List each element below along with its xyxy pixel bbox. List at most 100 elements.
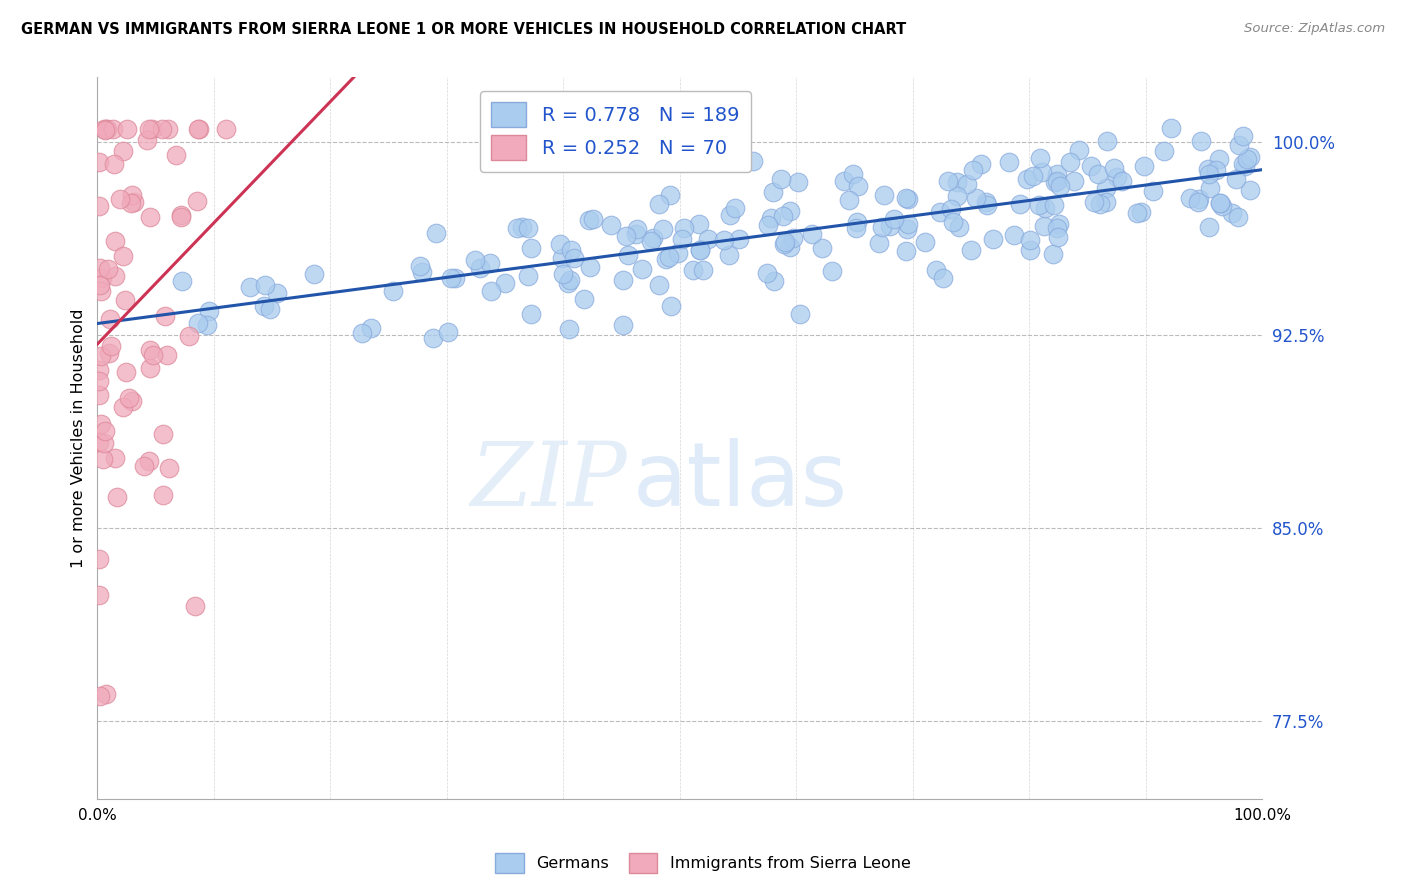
Point: [1031, 164, 1053, 178]
Point: [648, 196, 671, 211]
Point: [1094, 181, 1116, 195]
Point: [557, 277, 579, 291]
Point: [121, 188, 143, 202]
Point: [557, 322, 579, 336]
Point: [1142, 184, 1164, 198]
Point: [626, 222, 648, 236]
Point: [789, 307, 811, 321]
Point: [1047, 217, 1070, 231]
Point: [929, 204, 952, 219]
Point: [87, 435, 110, 450]
Point: [624, 227, 647, 242]
Point: [104, 269, 127, 284]
Point: [558, 273, 581, 287]
Point: [135, 133, 157, 147]
Point: [112, 400, 135, 414]
Point: [141, 122, 163, 136]
Point: [94, 123, 117, 137]
Point: [762, 185, 785, 199]
Point: [411, 264, 433, 278]
Point: [110, 192, 132, 206]
Text: GERMAN VS IMMIGRANTS FROM SIERRA LEONE 1 OR MORE VEHICLES IN HOUSEHOLD CORRELATI: GERMAN VS IMMIGRANTS FROM SIERRA LEONE 1…: [21, 22, 907, 37]
Point: [640, 234, 662, 248]
Point: [655, 252, 678, 267]
Point: [894, 244, 917, 259]
Point: [1111, 174, 1133, 188]
Point: [1130, 204, 1153, 219]
Point: [93, 436, 115, 450]
Point: [1205, 163, 1227, 178]
Point: [1033, 219, 1056, 233]
Point: [897, 192, 920, 206]
Point: [1239, 150, 1261, 164]
Point: [440, 270, 463, 285]
Point: [87, 551, 110, 566]
Point: [138, 361, 160, 376]
Point: [184, 599, 207, 613]
Point: [157, 460, 180, 475]
Point: [688, 217, 710, 231]
Point: [659, 187, 682, 202]
Point: [1087, 167, 1109, 181]
Point: [1043, 175, 1066, 189]
Point: [1015, 172, 1038, 186]
Point: [939, 202, 962, 217]
Point: [494, 276, 516, 290]
Point: [762, 274, 785, 288]
Point: [1233, 159, 1256, 173]
Point: [444, 271, 467, 285]
Point: [1046, 167, 1069, 181]
Point: [551, 268, 574, 282]
Point: [931, 270, 953, 285]
Point: [409, 259, 432, 273]
Point: [970, 157, 993, 171]
Point: [1132, 159, 1154, 173]
Point: [1222, 206, 1244, 220]
Point: [121, 394, 143, 409]
Point: [942, 215, 965, 229]
Point: [779, 240, 801, 254]
Point: [87, 588, 110, 602]
Point: [614, 228, 637, 243]
Point: [1198, 167, 1220, 181]
Point: [1043, 197, 1066, 211]
Point: [124, 194, 146, 209]
Point: [139, 343, 162, 357]
Text: ZIP: ZIP: [471, 438, 627, 524]
Point: [101, 122, 124, 136]
Point: [87, 374, 110, 388]
Point: [1227, 138, 1250, 153]
Point: [437, 326, 460, 340]
Point: [718, 208, 741, 222]
Point: [1236, 152, 1258, 166]
Point: [959, 243, 981, 257]
Point: [1059, 154, 1081, 169]
Point: [769, 172, 792, 186]
Point: [689, 243, 711, 257]
Point: [883, 211, 905, 226]
Point: [894, 191, 917, 205]
Point: [1227, 211, 1250, 225]
Point: [516, 221, 538, 235]
Point: [841, 167, 863, 181]
Point: [1028, 198, 1050, 212]
Point: [103, 157, 125, 171]
Point: [105, 490, 128, 504]
Point: [724, 202, 747, 216]
Point: [111, 144, 134, 158]
Point: [104, 234, 127, 248]
Point: [381, 284, 404, 298]
Point: [470, 260, 492, 275]
Point: [1211, 200, 1233, 214]
Point: [845, 221, 868, 235]
Point: [756, 218, 779, 232]
Point: [187, 122, 209, 136]
Y-axis label: 1 or more Vehicles in Household: 1 or more Vehicles in Household: [72, 309, 86, 568]
Point: [214, 122, 236, 136]
Point: [1187, 192, 1209, 206]
Point: [153, 309, 176, 323]
Point: [134, 458, 156, 473]
Point: [870, 220, 893, 235]
Point: [87, 363, 110, 377]
Point: [425, 227, 447, 241]
